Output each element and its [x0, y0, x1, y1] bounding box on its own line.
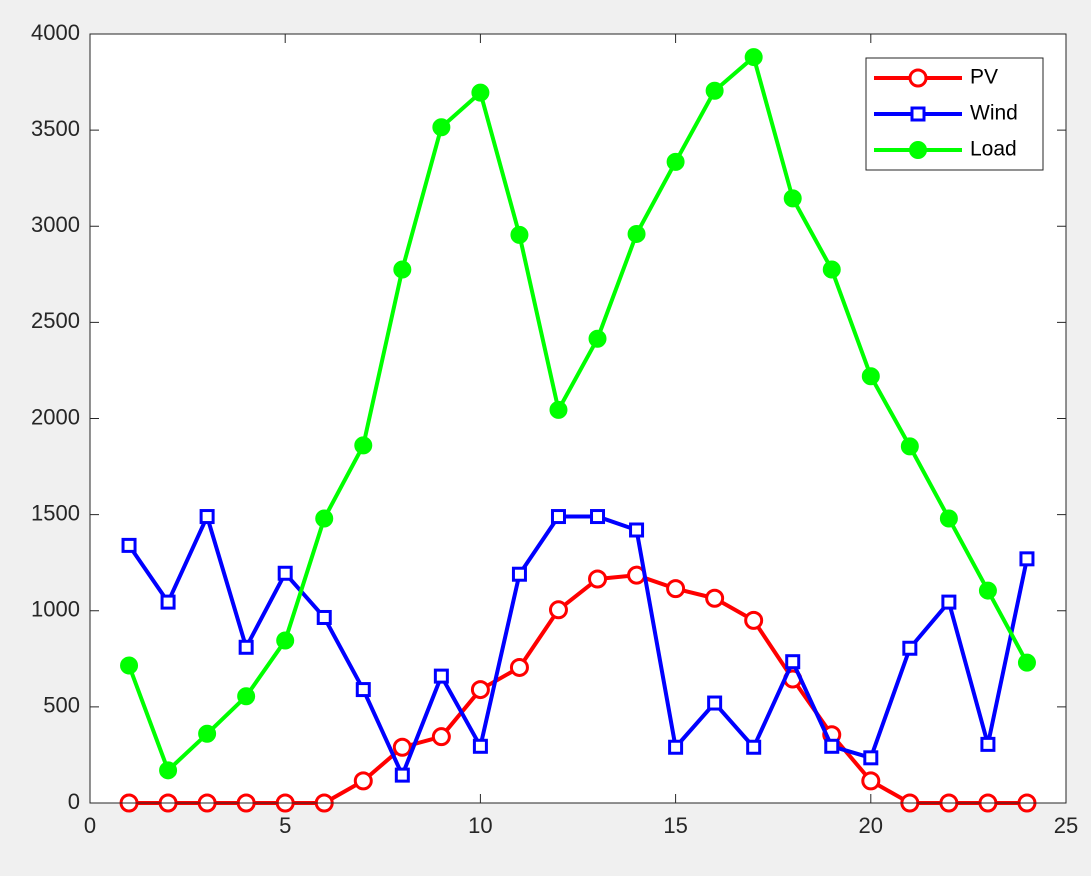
- x-tick-label: 25: [1054, 813, 1078, 838]
- legend: PV Wind Load: [865, 57, 1044, 171]
- marker: [909, 141, 927, 159]
- y-tick-label: 1000: [31, 597, 80, 622]
- marker: [120, 656, 139, 675]
- marker: [1019, 551, 1035, 567]
- marker: [1017, 653, 1036, 672]
- marker: [978, 581, 997, 600]
- marker: [315, 509, 334, 528]
- marker: [198, 724, 217, 743]
- y-tick-label: 0: [68, 789, 80, 814]
- marker: [432, 118, 451, 137]
- y-tick-label: 3000: [31, 212, 80, 237]
- marker: [705, 81, 724, 100]
- marker: [550, 509, 566, 525]
- marker: [939, 509, 958, 528]
- x-tick-label: 20: [859, 813, 883, 838]
- x-tick-label: 5: [279, 813, 291, 838]
- marker: [276, 631, 295, 650]
- marker: [394, 767, 410, 783]
- legend-label: PV: [970, 66, 998, 89]
- marker: [863, 750, 879, 766]
- legend-label: Wind: [970, 102, 1018, 125]
- marker: [705, 588, 725, 608]
- x-tick-label: 0: [84, 813, 96, 838]
- marker: [353, 771, 373, 791]
- marker: [824, 738, 840, 754]
- marker: [509, 657, 529, 677]
- y-tick-label: 3500: [31, 116, 80, 141]
- marker: [744, 48, 763, 67]
- y-tick-label: 1500: [31, 500, 80, 525]
- marker: [548, 600, 568, 620]
- marker: [159, 761, 178, 780]
- marker: [121, 537, 137, 553]
- marker: [472, 738, 488, 754]
- marker: [902, 640, 918, 656]
- marker: [393, 260, 412, 279]
- marker: [822, 260, 841, 279]
- marker: [511, 566, 527, 582]
- marker: [861, 367, 880, 386]
- marker: [392, 737, 412, 757]
- marker: [199, 509, 215, 525]
- marker: [707, 695, 723, 711]
- marker: [237, 687, 256, 706]
- marker: [470, 680, 490, 700]
- marker: [549, 400, 568, 419]
- marker: [471, 83, 490, 102]
- x-tick-label: 10: [468, 813, 492, 838]
- marker: [355, 682, 371, 698]
- legend-label: Load: [970, 138, 1017, 161]
- marker: [666, 579, 686, 599]
- marker: [908, 68, 928, 88]
- marker: [941, 594, 957, 610]
- marker: [510, 225, 529, 244]
- marker: [861, 771, 881, 791]
- marker: [746, 739, 762, 755]
- marker: [627, 224, 646, 243]
- marker: [900, 437, 919, 456]
- marker: [431, 727, 451, 747]
- x-tick-label: 15: [663, 813, 687, 838]
- y-tick-label: 500: [43, 693, 80, 718]
- marker: [980, 736, 996, 752]
- marker: [277, 565, 293, 581]
- marker: [588, 569, 608, 589]
- marker: [590, 509, 606, 525]
- marker: [785, 654, 801, 670]
- marker: [160, 594, 176, 610]
- marker: [588, 329, 607, 348]
- marker: [668, 739, 684, 755]
- y-tick-label: 4000: [31, 20, 80, 45]
- marker: [433, 668, 449, 684]
- marker: [629, 522, 645, 538]
- series-line: [127, 55, 1029, 773]
- marker: [354, 436, 373, 455]
- marker: [910, 106, 926, 122]
- marker: [783, 189, 802, 208]
- marker: [666, 152, 685, 171]
- axes-box: [89, 33, 1067, 804]
- y-tick-label: 2000: [31, 404, 80, 429]
- series-line: [127, 514, 1029, 778]
- marker: [316, 609, 332, 625]
- marker: [238, 639, 254, 655]
- y-tick-label: 2500: [31, 308, 80, 333]
- marker: [744, 610, 764, 630]
